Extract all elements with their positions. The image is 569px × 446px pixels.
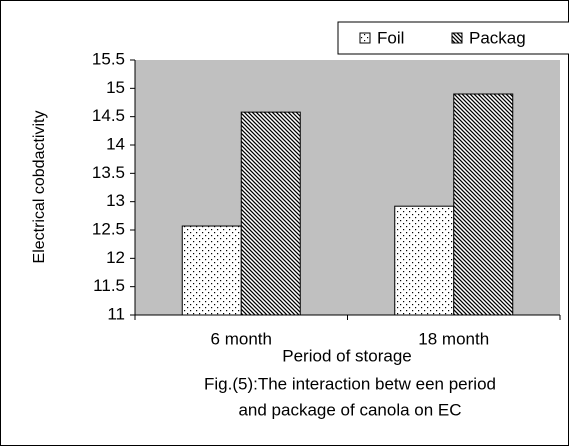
y-tick-label: 11.5 — [93, 276, 125, 295]
x-tick-label: 6 month — [211, 329, 272, 348]
bar — [240, 111, 301, 316]
caption-line: and package of canola on EC — [238, 400, 461, 419]
legend-label: Packag — [469, 28, 526, 47]
bar — [181, 225, 242, 316]
y-tick-label: 12.5 — [92, 219, 125, 238]
y-tick-label: 14.5 — [92, 106, 125, 125]
y-axis-label: Electrical cobdactivity — [31, 111, 48, 264]
y-tick-label: 15.5 — [92, 49, 125, 68]
y-tick-label: 11 — [107, 304, 125, 323]
y-tick-label: 13 — [106, 191, 125, 210]
legend-swatch — [451, 32, 463, 44]
x-axis-label: Period of storage — [282, 346, 411, 365]
x-tick-label: 18 month — [418, 329, 489, 348]
y-tick-label: 12 — [106, 248, 125, 267]
bar — [453, 93, 514, 316]
y-tick-label: 13.5 — [92, 163, 125, 182]
y-tick-label: 14 — [106, 134, 125, 153]
legend-swatch — [359, 32, 371, 44]
y-tick-label: 15 — [106, 78, 125, 97]
legend-label: Foil — [377, 28, 404, 47]
bar — [394, 205, 455, 316]
caption-line: Fig.(5):The interaction betw een period — [204, 374, 496, 393]
